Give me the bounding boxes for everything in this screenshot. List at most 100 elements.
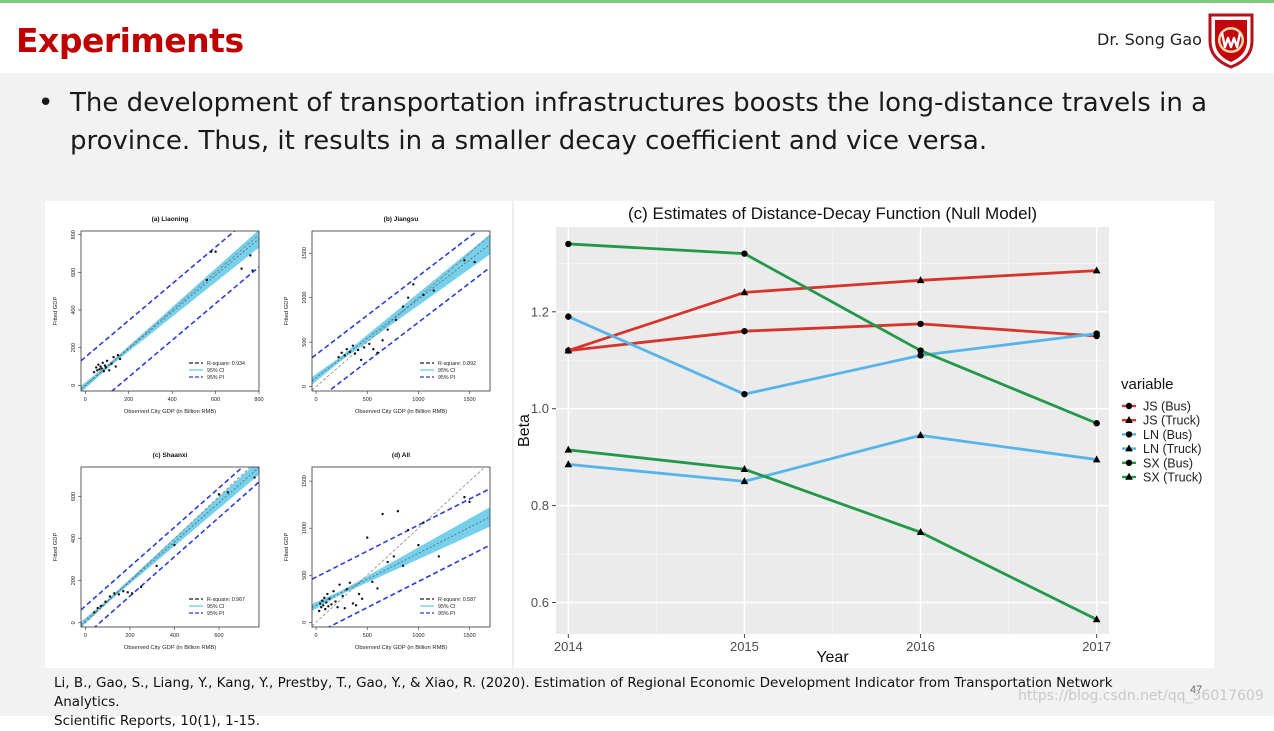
data-point (126, 591, 129, 594)
ci-band (81, 231, 259, 391)
x-tick-label: 2017 (1082, 639, 1111, 654)
fit-line (81, 467, 259, 625)
data-point (345, 348, 348, 351)
panel-inner (81, 231, 259, 391)
pi-lower-line (110, 266, 259, 391)
y-tick-label: 600 (71, 268, 77, 277)
panel-inner (81, 467, 259, 627)
data-point (406, 296, 410, 299)
x-axis-label: Observed City GDP (in Billion RMB) (355, 409, 447, 415)
data-point (422, 293, 425, 297)
y-tick-label: 0 (302, 385, 308, 388)
x-tick-label: 0 (84, 633, 87, 639)
x-axis-label: Observed City GDP (in Billion RMB) (355, 645, 447, 651)
data-point (96, 369, 99, 372)
data-point (394, 318, 398, 322)
x-tick-label: 400 (168, 397, 177, 403)
data-point (240, 267, 243, 270)
panel-frame (80, 230, 260, 392)
y-axis-label: Fitted GDP (53, 297, 59, 326)
series-point (917, 320, 924, 328)
x-tick-label: 2016 (906, 639, 935, 654)
series-point (741, 327, 748, 335)
y-tick-label: 1.2 (531, 304, 549, 319)
data-point (110, 362, 113, 365)
panel-frame (311, 466, 491, 628)
series-point (1092, 455, 1101, 463)
top-accent-line (0, 0, 1274, 3)
y-tick-label: 400 (71, 534, 77, 543)
series-group (564, 445, 1101, 623)
legend-label: SX (Truck) (1143, 471, 1202, 485)
data-point (401, 564, 405, 568)
data-point (251, 269, 254, 272)
slide-header: Experiments Dr. Song Gao (0, 3, 1274, 73)
data-point (100, 367, 103, 370)
data-point (336, 606, 339, 609)
pi-lower-line (93, 481, 259, 627)
citation-line-2: Scientific Reports, 10(1), 1-15. (54, 713, 261, 729)
data-point (94, 366, 98, 369)
panel-frame (311, 230, 491, 392)
panel-title: (c) Shaanxi (153, 452, 188, 459)
series-point (1092, 615, 1101, 623)
data-point (337, 356, 340, 359)
data-point (345, 588, 348, 591)
bullet-text: The development of transportation infras… (70, 88, 1208, 156)
y-axis-label: Fitted GDP (284, 297, 290, 326)
figure-svg: (a) Liaoning 0 200 400 600 800 0 200 400 600 800 Ob… (53, 201, 1202, 668)
data-point (217, 493, 221, 496)
figure-panel: (a) Liaoning 0 200 400 600 800 0 200 400 600 800 Ob… (45, 201, 1214, 668)
series-point (916, 528, 925, 536)
data-point (98, 368, 101, 371)
university-crest-icon (1208, 13, 1254, 69)
data-point (93, 611, 96, 614)
data-point (103, 364, 107, 367)
data-point (463, 259, 466, 262)
x-tick-label: 400 (170, 633, 179, 639)
data-point (392, 555, 396, 558)
series-point (1125, 431, 1133, 438)
data-point (348, 581, 352, 584)
x-tick-label: 1000 (412, 633, 424, 639)
data-point (359, 358, 363, 362)
data-point (139, 585, 143, 589)
data-point (396, 510, 400, 513)
data-point (343, 354, 346, 357)
panel-title: (a) Liaoning (152, 216, 189, 223)
series-point (740, 477, 749, 485)
identity-line (312, 467, 486, 627)
legend-label: 95% CI (438, 368, 455, 374)
pi-upper-line (312, 231, 479, 359)
data-point (381, 512, 384, 516)
data-point (422, 521, 425, 524)
legend-label: 95% PI (207, 611, 224, 617)
chart-title: (c) Estimates of Distance-Decay Function… (628, 204, 1037, 223)
legend-label: 95% PI (438, 375, 455, 381)
citation-line-1: Li, B., Gao, S., Liang, Y., Kang, Y., Pr… (54, 675, 1113, 710)
fit-line (81, 238, 259, 390)
series-point (1125, 459, 1133, 466)
pi-lower-line (327, 266, 490, 391)
data-point (101, 361, 104, 364)
legend-label: LN (Truck) (1143, 442, 1202, 456)
data-point (357, 592, 361, 596)
x-tick-label: 2015 (730, 639, 759, 654)
panel-inner (312, 467, 490, 627)
series-point (1093, 420, 1100, 427)
data-point (205, 278, 209, 282)
identity-line (81, 234, 259, 390)
scatter-panel: (b) Jiangsu 0 500 1000 1500 0 500 1000 1500 Obser… (284, 216, 491, 415)
y-tick-label: 500 (302, 571, 308, 580)
data-point (356, 348, 360, 352)
data-point (253, 476, 256, 479)
data-point (412, 283, 415, 286)
data-point (376, 587, 379, 590)
data-point (112, 355, 115, 359)
data-point (376, 351, 379, 354)
series-point (740, 288, 749, 296)
data-point (366, 536, 369, 539)
legend-label: 95% CI (438, 604, 455, 610)
y-axis-label: Fitted GDP (284, 533, 290, 562)
identity-line (81, 467, 251, 627)
